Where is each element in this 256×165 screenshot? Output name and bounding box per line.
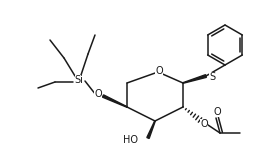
Text: Si: Si <box>74 75 83 85</box>
Text: O: O <box>155 66 163 76</box>
Text: O: O <box>213 107 221 117</box>
Text: O: O <box>94 89 102 99</box>
Polygon shape <box>147 121 155 138</box>
Text: S: S <box>209 72 215 82</box>
Polygon shape <box>183 75 206 83</box>
Text: HO: HO <box>123 135 138 145</box>
Polygon shape <box>102 95 127 107</box>
Text: O: O <box>200 119 208 129</box>
